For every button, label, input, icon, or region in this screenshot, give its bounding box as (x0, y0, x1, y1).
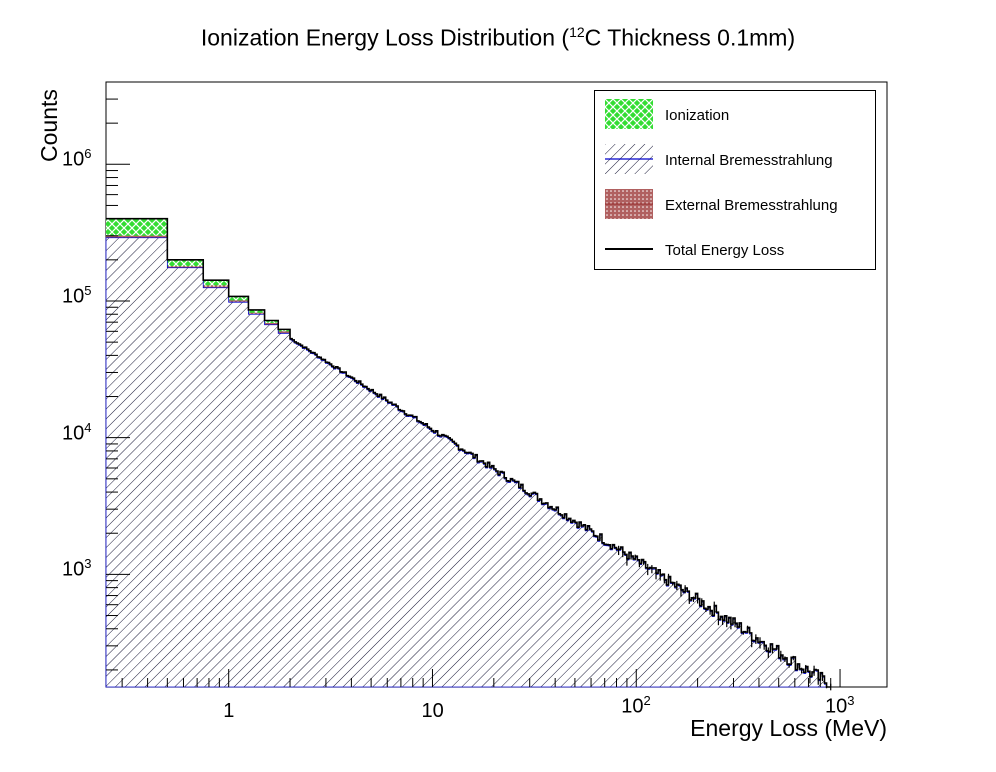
legend-item-external-brem: External Bremesstrahlung (595, 185, 875, 219)
ionization-swatch (605, 99, 653, 129)
internal-brem-swatch (605, 144, 653, 174)
x-tick-label: 103 (825, 693, 855, 718)
legend-item-internal-brem: Internal Bremesstrahlung (595, 140, 875, 174)
legend-label: Total Energy Loss (665, 242, 785, 259)
chart-title: Ionization Energy Loss Distribution (12C… (200, 24, 796, 51)
internal-brem-region (105, 237, 831, 688)
y-tick-label: 105 (62, 282, 92, 308)
legend-item-total: Total Energy Loss (595, 230, 875, 264)
total-swatch (605, 248, 653, 250)
external-brem-swatch (605, 189, 653, 219)
legend-label: External Bremesstrahlung (665, 197, 838, 214)
y-tick-label: 104 (62, 419, 92, 445)
y-axis-label: Counts (36, 89, 62, 162)
x-tick-label: 102 (621, 693, 651, 718)
y-tick-label: 103 (62, 556, 92, 582)
x-tick-label: 1 (223, 700, 235, 722)
y-tick-label: 106 (62, 146, 92, 171)
legend: Ionization Internal Bremesstrahlung Exte… (594, 90, 876, 270)
legend-label: Ionization (665, 107, 730, 124)
total-energy-loss-line (106, 217, 831, 688)
legend-label: Internal Bremesstrahlung (665, 152, 833, 169)
x-axis-label: Energy Loss (MeV) (690, 715, 887, 741)
x-tick-label: 10 (421, 700, 444, 722)
legend-item-ionization: Ionization (595, 95, 875, 129)
